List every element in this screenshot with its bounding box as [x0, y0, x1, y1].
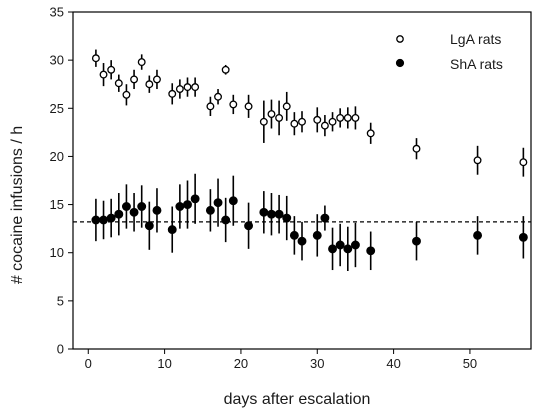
data-point	[99, 70, 108, 79]
y-tick-label: 5	[57, 293, 64, 308]
data-point	[205, 205, 215, 215]
data-point	[91, 215, 101, 225]
data-point	[473, 230, 483, 240]
y-tick-label: 25	[50, 101, 64, 116]
data-point	[282, 213, 292, 223]
data-point	[130, 75, 139, 84]
data-point	[297, 236, 307, 246]
x-tick-label: 30	[310, 356, 324, 371]
x-tick-label: 40	[386, 356, 400, 371]
data-point	[351, 113, 360, 122]
y-tick-label: 30	[50, 53, 64, 68]
y-tick-label: 35	[50, 5, 64, 20]
legend-label-sha: ShA rats	[450, 56, 503, 72]
data-point	[175, 202, 185, 211]
data-point	[259, 117, 268, 126]
data-point	[267, 110, 276, 119]
data-point	[221, 65, 230, 74]
data-point	[191, 83, 200, 92]
y-tick-label: 0	[57, 342, 64, 357]
data-point	[153, 75, 161, 84]
data-point	[267, 209, 276, 219]
x-tick-label: 0	[85, 356, 92, 371]
data-point	[137, 58, 146, 67]
data-point	[213, 198, 223, 208]
data-point	[114, 209, 124, 219]
data-point	[343, 113, 352, 122]
legend-marker-lga	[396, 35, 404, 43]
data-point	[366, 129, 375, 138]
y-tick-label: 10	[50, 245, 64, 260]
data-point	[167, 225, 177, 235]
y-tick-label: 20	[50, 149, 64, 164]
data-point	[350, 240, 360, 250]
data-point	[275, 113, 284, 122]
data-point	[114, 79, 123, 88]
data-point	[298, 117, 306, 126]
data-point	[229, 100, 238, 109]
data-point	[168, 89, 177, 98]
data-point	[412, 144, 421, 153]
data-point	[259, 207, 269, 217]
data-point	[206, 102, 215, 111]
data-point	[412, 236, 421, 246]
data-point	[328, 244, 337, 254]
data-point	[313, 115, 322, 124]
x-tick-label: 50	[463, 356, 477, 371]
y-axis-title: # cocaine infusions / h	[9, 126, 26, 284]
data-point	[145, 80, 154, 89]
data-point	[290, 119, 299, 128]
legend-label-lga: LgA rats	[450, 31, 501, 47]
legend: LgA rats ShA rats	[395, 31, 503, 72]
data-point	[121, 202, 131, 211]
data-point	[152, 205, 162, 215]
y-tick-label: 15	[50, 197, 64, 212]
data-marks	[91, 49, 528, 272]
data-point	[312, 230, 322, 240]
data-point	[137, 202, 147, 211]
data-point	[336, 113, 345, 122]
data-point	[335, 240, 345, 250]
series-sha	[91, 173, 528, 272]
x-tick-label: 20	[234, 356, 248, 371]
data-point	[518, 232, 528, 242]
data-point	[106, 213, 116, 223]
data-point	[274, 209, 284, 219]
data-point	[366, 246, 376, 256]
data-point	[320, 213, 330, 223]
legend-marker-sha	[395, 58, 405, 68]
data-point	[107, 65, 116, 74]
data-point	[328, 117, 337, 126]
data-point	[91, 54, 100, 63]
axes: 0 10 20 30 40 50 0 5 10 15 20 25 30 35	[50, 5, 532, 371]
x-axis-title: days after escalation	[224, 391, 371, 408]
data-point	[183, 83, 192, 92]
data-point	[122, 90, 131, 99]
data-point	[282, 102, 291, 111]
x-tick-label: 10	[157, 356, 171, 371]
plot-frame	[72, 11, 532, 350]
series-lga	[91, 49, 528, 177]
data-point	[221, 215, 231, 225]
data-point	[183, 200, 192, 210]
data-point	[99, 215, 108, 225]
data-point	[289, 230, 299, 240]
data-point	[519, 158, 528, 167]
data-point	[190, 194, 200, 204]
data-point	[129, 207, 139, 217]
data-point	[244, 221, 254, 231]
data-point	[244, 102, 253, 111]
data-point	[343, 244, 353, 254]
data-point	[228, 196, 238, 206]
data-point	[320, 121, 329, 130]
data-point	[473, 156, 482, 165]
data-point	[144, 221, 154, 231]
data-point	[214, 92, 222, 101]
data-point	[175, 85, 184, 93]
